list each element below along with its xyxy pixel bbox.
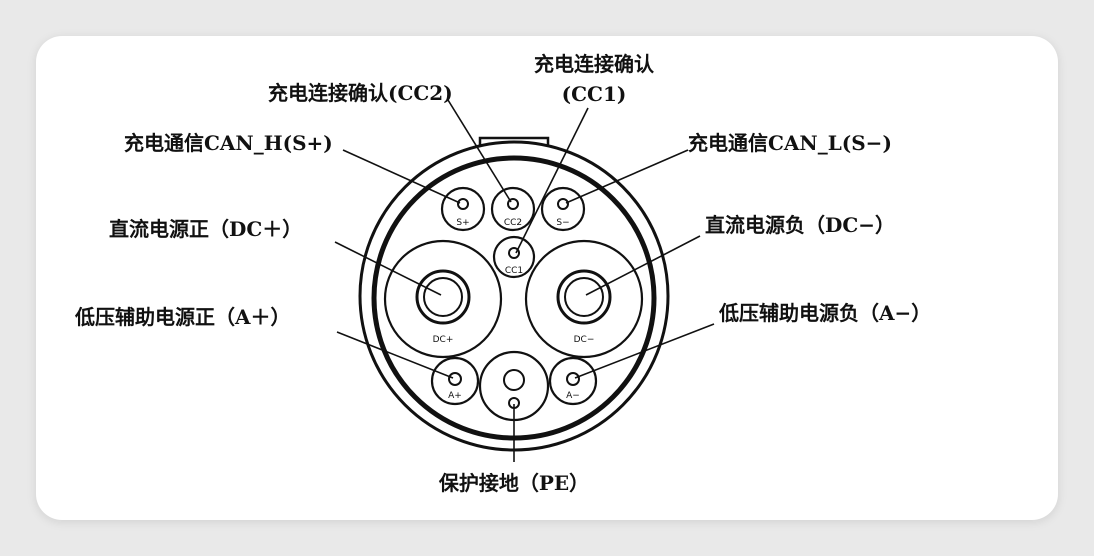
pin-label-a-minus: A− — [566, 391, 580, 401]
leader-line-a-minus — [574, 323, 715, 379]
pin-label-s-minus: S− — [556, 218, 569, 228]
pin-a-minus — [548, 356, 598, 406]
label-dc-plus: 直流电源正（DC＋） — [109, 217, 302, 241]
leader-line-a-plus — [336, 331, 454, 379]
leader-line-s-plus — [342, 149, 461, 204]
label-cc2: 充电连接确认(CC2) — [268, 81, 453, 105]
pin-label-dc-plus: DC+ — [433, 335, 454, 345]
leader-line-cc2 — [447, 99, 512, 203]
leader-line-cc1 — [515, 107, 589, 254]
pin-pe — [478, 350, 550, 422]
pin-dc-minus — [524, 239, 644, 359]
pin-s-minus — [540, 186, 586, 232]
label-pe: 保护接地（PE） — [438, 471, 589, 495]
pin-label-cc1: CC1 — [505, 266, 523, 276]
pin-label-dc-minus: DC− — [574, 335, 595, 345]
label-s-minus: 充电通信CAN_L(S−) — [688, 131, 892, 155]
pin-label-a-plus: A+ — [448, 391, 462, 401]
leader-line-dc-minus — [585, 235, 701, 296]
label-dc-minus: 直流电源负（DC−） — [705, 213, 895, 237]
pin-dc-plus — [383, 239, 503, 359]
leader-line-dc-plus — [334, 241, 442, 296]
leader-line-s-minus — [565, 149, 689, 204]
label-a-minus: 低压辅助电源负（A−） — [718, 301, 931, 325]
label-cc1-line2: (CC1) — [562, 82, 627, 106]
pin-cc2 — [490, 186, 536, 232]
label-a-plus: 低压辅助电源正（A＋） — [74, 305, 291, 329]
pin-label-cc2: CC2 — [504, 218, 522, 228]
pin-s-plus — [440, 186, 486, 232]
label-s-plus: 充电通信CAN_H(S+) — [124, 131, 333, 155]
label-cc1-line1: 充电连接确认 — [534, 52, 655, 76]
pin-a-plus — [430, 356, 480, 406]
pin-label-s-plus: S+ — [456, 218, 469, 228]
